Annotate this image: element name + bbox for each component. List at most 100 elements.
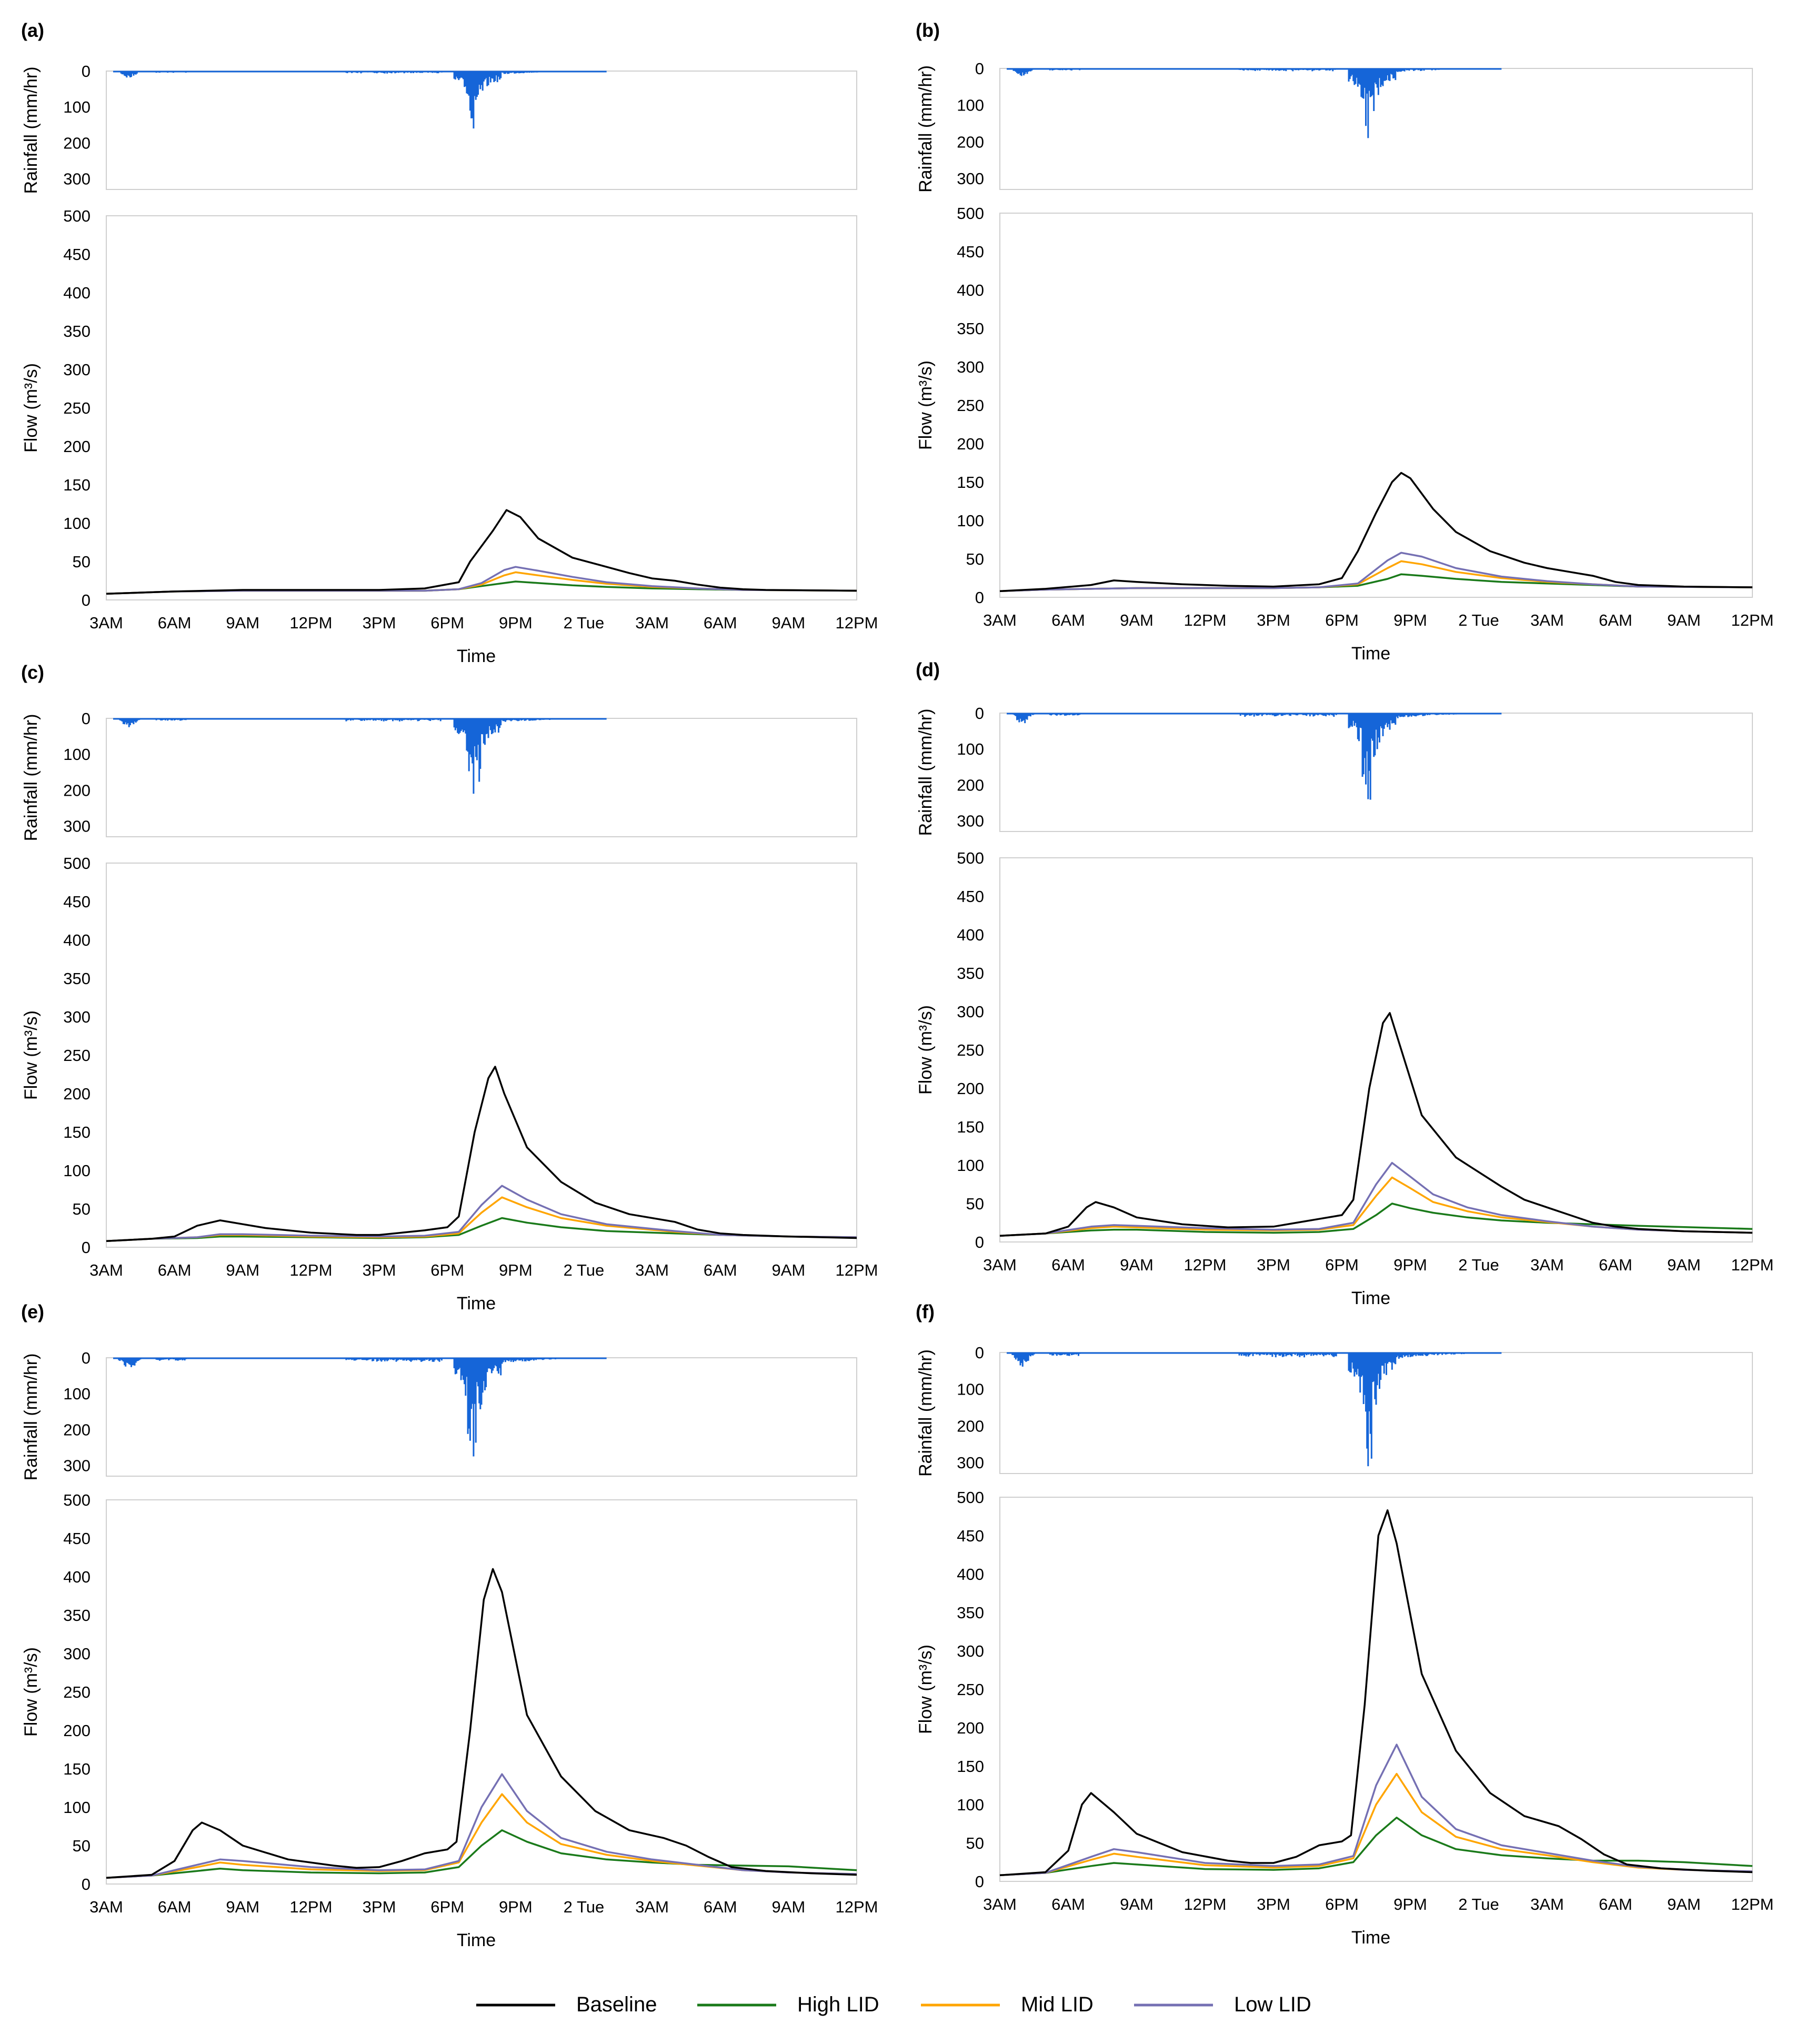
flow-tick-label: 200 bbox=[957, 435, 984, 453]
x-tick-label: 12PM bbox=[1731, 611, 1774, 629]
flow-tick-label: 350 bbox=[63, 969, 91, 988]
rain-axis-label: Rainfall (mm/hr) bbox=[916, 709, 936, 836]
x-tick-label: 9AM bbox=[1120, 611, 1154, 629]
flow-tick-label: 250 bbox=[63, 1683, 91, 1701]
x-tick-label: 9PM bbox=[1393, 1256, 1427, 1274]
rain-plot-frame bbox=[106, 71, 857, 190]
flow-axis-label: Flow (m³/s) bbox=[916, 360, 936, 450]
flow-tick-label: 250 bbox=[957, 1680, 984, 1699]
rain-axis-label: Rainfall (mm/hr) bbox=[21, 1354, 41, 1481]
x-axis-label: Time bbox=[1351, 1928, 1390, 1948]
x-tick-label: 12PM bbox=[1184, 1895, 1227, 1913]
flow-tick-label: 0 bbox=[82, 1875, 91, 1893]
chart-panel: (f) 0 100 200 300 Rainfall (mm/hr) 0 50 100 150 20… bbox=[916, 1301, 1773, 1948]
flow-tick-label: 0 bbox=[82, 1238, 91, 1257]
x-tick-label: 6AM bbox=[704, 1898, 737, 1916]
x-tick-label: 6AM bbox=[1051, 611, 1085, 629]
flow-tick-label: 500 bbox=[957, 849, 984, 867]
rain-tick-label: 100 bbox=[957, 740, 984, 758]
x-tick-label: 3PM bbox=[363, 614, 396, 632]
rain-axis-label: Rainfall (mm/hr) bbox=[916, 65, 936, 193]
x-tick-label: 9PM bbox=[499, 614, 533, 632]
series-line-high-lid bbox=[999, 1203, 1753, 1237]
x-tick-label: 6AM bbox=[704, 614, 737, 632]
flow-axis-label: Flow (m³/s) bbox=[916, 1645, 936, 1734]
flow-tick-label: 150 bbox=[63, 476, 91, 494]
flow-tick-label: 50 bbox=[966, 1195, 984, 1213]
panel-label: (f) bbox=[916, 1301, 935, 1322]
flow-tick-label: 150 bbox=[63, 1760, 91, 1778]
x-tick-label: 2 Tue bbox=[564, 1898, 605, 1916]
flow-tick-label: 400 bbox=[957, 926, 984, 944]
rain-tick-label: 200 bbox=[957, 776, 984, 794]
x-tick-label: 9AM bbox=[771, 1898, 805, 1916]
flow-tick-label: 300 bbox=[63, 1008, 91, 1026]
series-line-baseline bbox=[106, 1066, 857, 1243]
chart-panel: (a) 0 100 200 300 Rainfall (mm/hr) 0 50 100 150 20… bbox=[21, 19, 878, 666]
legend-label: Low LID bbox=[1234, 1993, 1311, 2016]
x-tick-label: 6AM bbox=[1599, 611, 1632, 629]
x-tick-label: 9PM bbox=[1393, 611, 1427, 629]
flow-tick-label: 100 bbox=[63, 514, 91, 533]
flow-tick-label: 450 bbox=[957, 887, 984, 906]
flow-tick-label: 50 bbox=[966, 1834, 984, 1852]
series-line-high-lid bbox=[106, 1217, 857, 1243]
series-line-low-lid bbox=[999, 1161, 1753, 1237]
flow-tick-label: 500 bbox=[63, 854, 91, 873]
flow-tick-label: 300 bbox=[957, 1003, 984, 1021]
rain-tick-label: 200 bbox=[957, 133, 984, 151]
series-line-baseline bbox=[106, 509, 857, 595]
rain-tick-label: 300 bbox=[63, 1457, 91, 1475]
x-tick-label: 3AM bbox=[89, 614, 123, 632]
x-axis-label: Time bbox=[457, 1294, 496, 1314]
x-tick-label: 6AM bbox=[1051, 1256, 1085, 1274]
panel-label: (a) bbox=[21, 19, 44, 41]
flow-tick-label: 450 bbox=[63, 893, 91, 911]
x-tick-label: 6AM bbox=[158, 1898, 192, 1916]
x-tick-label: 3AM bbox=[635, 1898, 669, 1916]
flow-plot-frame bbox=[106, 863, 857, 1248]
rain-tick-label: 300 bbox=[63, 817, 91, 836]
flow-tick-label: 150 bbox=[957, 1118, 984, 1136]
flow-tick-label: 250 bbox=[957, 396, 984, 415]
x-tick-label: 6PM bbox=[430, 1261, 464, 1279]
flow-tick-label: 350 bbox=[957, 964, 984, 983]
flow-plot-frame bbox=[999, 857, 1753, 1243]
rainfall-bars bbox=[115, 71, 605, 129]
flow-tick-label: 200 bbox=[957, 1079, 984, 1098]
flow-tick-label: 450 bbox=[63, 245, 91, 264]
flow-tick-label: 400 bbox=[63, 931, 91, 949]
rain-tick-label: 100 bbox=[63, 745, 91, 764]
legend-item: Mid LID bbox=[921, 1993, 1094, 2016]
flow-plot-frame bbox=[106, 215, 857, 600]
flow-tick-label: 200 bbox=[63, 1721, 91, 1740]
flow-tick-label: 100 bbox=[63, 1161, 91, 1180]
flow-tick-label: 300 bbox=[63, 1645, 91, 1663]
x-tick-label: 6AM bbox=[1599, 1895, 1632, 1913]
rain-tick-label: 100 bbox=[957, 96, 984, 115]
x-tick-label: 6PM bbox=[1325, 1256, 1359, 1274]
rain-tick-label: 300 bbox=[957, 1454, 984, 1472]
x-tick-label: 9AM bbox=[1667, 1895, 1701, 1913]
legend-item: Baseline bbox=[476, 1993, 657, 2016]
flow-tick-label: 400 bbox=[957, 281, 984, 299]
x-tick-label: 9AM bbox=[771, 614, 805, 632]
rain-axis-label: Rainfall (mm/hr) bbox=[21, 67, 41, 194]
flow-tick-label: 200 bbox=[957, 1719, 984, 1737]
rainfall-bars bbox=[115, 1358, 606, 1457]
rain-tick-label: 0 bbox=[975, 704, 984, 723]
flow-tick-label: 0 bbox=[975, 1872, 984, 1891]
legend: Baseline High LID Mid LID Low LID bbox=[476, 1993, 1311, 2016]
flow-tick-label: 250 bbox=[63, 399, 91, 417]
x-tick-label: 9AM bbox=[226, 1898, 259, 1916]
x-tick-label: 3PM bbox=[1257, 611, 1290, 629]
rain-tick-label: 300 bbox=[957, 169, 984, 188]
x-tick-label: 6PM bbox=[430, 614, 464, 632]
flow-tick-label: 400 bbox=[63, 1568, 91, 1586]
x-tick-label: 12PM bbox=[289, 1261, 332, 1279]
rain-tick-label: 100 bbox=[957, 1380, 984, 1399]
rain-axis-label: Rainfall (mm/hr) bbox=[916, 1349, 936, 1477]
x-tick-label: 6AM bbox=[158, 1261, 192, 1279]
x-tick-label: 2 Tue bbox=[1458, 611, 1499, 629]
panel-label: (d) bbox=[916, 659, 940, 680]
